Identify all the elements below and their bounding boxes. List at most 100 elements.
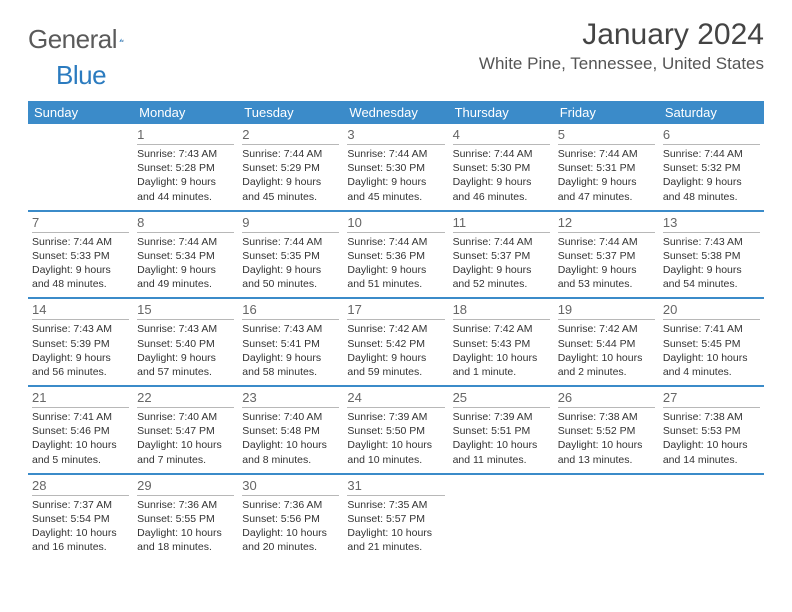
- day-sunrise: Sunrise: 7:40 AM: [137, 410, 234, 424]
- week-row: 21Sunrise: 7:41 AMSunset: 5:46 PMDayligh…: [28, 387, 764, 475]
- day-number: 15: [137, 301, 234, 320]
- day-sunrise: Sunrise: 7:44 AM: [558, 235, 655, 249]
- day-sunset: Sunset: 5:51 PM: [453, 424, 550, 438]
- day-cell: 7 Sunrise: 7:44 AMSunset: 5:33 PMDaylight…: [28, 212, 133, 298]
- day-info: Sunrise: 7:44 AMSunset: 5:35 PMDaylight:…: [242, 235, 339, 292]
- day-daylight2: and 48 minutes.: [32, 277, 129, 291]
- day-sunrise: Sunrise: 7:44 AM: [242, 235, 339, 249]
- day-sunset: Sunset: 5:50 PM: [347, 424, 444, 438]
- day-cell: 26Sunrise: 7:38 AMSunset: 5:52 PMDayligh…: [554, 387, 659, 473]
- day-info: Sunrise: 7:43 AMSunset: 5:39 PMDaylight:…: [32, 322, 129, 379]
- day-info: Sunrise: 7:44 AMSunset: 5:33 PMDaylight:…: [32, 235, 129, 292]
- day-sunrise: Sunrise: 7:42 AM: [453, 322, 550, 336]
- day-info: Sunrise: 7:39 AMSunset: 5:50 PMDaylight:…: [347, 410, 444, 467]
- day-daylight2: and 21 minutes.: [347, 540, 444, 554]
- day-daylight1: Daylight: 10 hours: [32, 438, 129, 452]
- day-daylight1: Daylight: 10 hours: [242, 438, 339, 452]
- dow-monday: Monday: [133, 101, 238, 124]
- day-daylight1: Daylight: 10 hours: [453, 351, 550, 365]
- day-daylight2: and 16 minutes.: [32, 540, 129, 554]
- day-daylight2: and 52 minutes.: [453, 277, 550, 291]
- day-info: Sunrise: 7:38 AMSunset: 5:53 PMDaylight:…: [663, 410, 760, 467]
- day-sunset: Sunset: 5:35 PM: [242, 249, 339, 263]
- day-sunset: Sunset: 5:48 PM: [242, 424, 339, 438]
- day-number: 5: [558, 126, 655, 145]
- day-cell: 12Sunrise: 7:44 AMSunset: 5:37 PMDayligh…: [554, 212, 659, 298]
- day-number: 7: [32, 214, 129, 233]
- day-daylight2: and 18 minutes.: [137, 540, 234, 554]
- day-number: 16: [242, 301, 339, 320]
- day-sunset: Sunset: 5:39 PM: [32, 337, 129, 351]
- day-daylight1: Daylight: 10 hours: [663, 351, 760, 365]
- month-title: January 2024: [479, 18, 764, 52]
- day-info: Sunrise: 7:37 AMSunset: 5:54 PMDaylight:…: [32, 498, 129, 555]
- day-cell: .: [554, 475, 659, 561]
- day-number: 24: [347, 389, 444, 408]
- sail-icon: [119, 29, 124, 51]
- day-daylight2: and 5 minutes.: [32, 453, 129, 467]
- day-daylight1: Daylight: 9 hours: [558, 263, 655, 277]
- day-sunrise: Sunrise: 7:39 AM: [453, 410, 550, 424]
- day-number: 9: [242, 214, 339, 233]
- day-daylight1: Daylight: 10 hours: [137, 438, 234, 452]
- day-cell: 21Sunrise: 7:41 AMSunset: 5:46 PMDayligh…: [28, 387, 133, 473]
- day-number: 28: [32, 477, 129, 496]
- day-daylight2: and 45 minutes.: [242, 190, 339, 204]
- calendar-page: General January 2024 White Pine, Tenness…: [0, 0, 792, 570]
- day-info: Sunrise: 7:39 AMSunset: 5:51 PMDaylight:…: [453, 410, 550, 467]
- day-cell: 13Sunrise: 7:43 AMSunset: 5:38 PMDayligh…: [659, 212, 764, 298]
- day-daylight1: Daylight: 9 hours: [137, 175, 234, 189]
- dow-tuesday: Tuesday: [238, 101, 343, 124]
- day-sunset: Sunset: 5:37 PM: [453, 249, 550, 263]
- day-cell: 16 Sunrise: 7:43 AMSunset: 5:41 PMDayligh…: [238, 299, 343, 385]
- dow-sunday: Sunday: [28, 101, 133, 124]
- day-sunrise: Sunrise: 7:44 AM: [347, 147, 444, 161]
- day-cell: 5Sunrise: 7:44 AMSunset: 5:31 PMDaylight…: [554, 124, 659, 210]
- day-sunrise: Sunrise: 7:35 AM: [347, 498, 444, 512]
- day-sunset: Sunset: 5:52 PM: [558, 424, 655, 438]
- day-sunrise: Sunrise: 7:42 AM: [347, 322, 444, 336]
- day-sunrise: Sunrise: 7:41 AM: [663, 322, 760, 336]
- day-cell: 24 Sunrise: 7:39 AMSunset: 5:50 PMDayligh…: [343, 387, 448, 473]
- day-info: Sunrise: 7:43 AMSunset: 5:40 PMDaylight:…: [137, 322, 234, 379]
- day-cell: 30Sunrise: 7:36 AMSunset: 5:56 PMDayligh…: [238, 475, 343, 561]
- day-sunrise: Sunrise: 7:43 AM: [242, 322, 339, 336]
- day-number: 31: [347, 477, 444, 496]
- day-cell: .: [659, 475, 764, 561]
- day-daylight1: Daylight: 10 hours: [347, 526, 444, 540]
- day-daylight2: and 13 minutes.: [558, 453, 655, 467]
- day-info: Sunrise: 7:43 AMSunset: 5:41 PMDaylight:…: [242, 322, 339, 379]
- day-cell: 28 Sunrise: 7:37 AMSunset: 5:54 PMDayligh…: [28, 475, 133, 561]
- day-daylight1: Daylight: 9 hours: [32, 263, 129, 277]
- dow-wednesday: Wednesday: [343, 101, 448, 124]
- day-sunrise: Sunrise: 7:44 AM: [558, 147, 655, 161]
- day-info: Sunrise: 7:44 AMSunset: 5:30 PMDaylight:…: [453, 147, 550, 204]
- day-sunset: Sunset: 5:40 PM: [137, 337, 234, 351]
- day-sunrise: Sunrise: 7:44 AM: [453, 235, 550, 249]
- day-cell: 20Sunrise: 7:41 AMSunset: 5:45 PMDayligh…: [659, 299, 764, 385]
- day-cell: 6Sunrise: 7:44 AMSunset: 5:32 PMDaylight…: [659, 124, 764, 210]
- day-sunrise: Sunrise: 7:43 AM: [663, 235, 760, 249]
- day-daylight1: Daylight: 10 hours: [32, 526, 129, 540]
- week-row: 7 Sunrise: 7:44 AMSunset: 5:33 PMDaylight…: [28, 212, 764, 300]
- day-sunrise: Sunrise: 7:44 AM: [242, 147, 339, 161]
- day-number: 25: [453, 389, 550, 408]
- day-daylight2: and 2 minutes.: [558, 365, 655, 379]
- brand-word2: Blue: [28, 60, 106, 91]
- day-sunrise: Sunrise: 7:43 AM: [137, 322, 234, 336]
- day-sunset: Sunset: 5:57 PM: [347, 512, 444, 526]
- day-daylight2: and 4 minutes.: [663, 365, 760, 379]
- day-daylight2: and 7 minutes.: [137, 453, 234, 467]
- day-cell: 10Sunrise: 7:44 AMSunset: 5:36 PMDayligh…: [343, 212, 448, 298]
- day-number: 14: [32, 301, 129, 320]
- day-daylight2: and 10 minutes.: [347, 453, 444, 467]
- day-info: Sunrise: 7:35 AMSunset: 5:57 PMDaylight:…: [347, 498, 444, 555]
- week-row: 28 Sunrise: 7:37 AMSunset: 5:54 PMDayligh…: [28, 475, 764, 561]
- day-daylight1: Daylight: 9 hours: [242, 175, 339, 189]
- day-sunset: Sunset: 5:42 PM: [347, 337, 444, 351]
- day-sunset: Sunset: 5:29 PM: [242, 161, 339, 175]
- day-daylight2: and 59 minutes.: [347, 365, 444, 379]
- day-daylight1: Daylight: 9 hours: [137, 263, 234, 277]
- day-number: 18: [453, 301, 550, 320]
- day-daylight1: Daylight: 10 hours: [137, 526, 234, 540]
